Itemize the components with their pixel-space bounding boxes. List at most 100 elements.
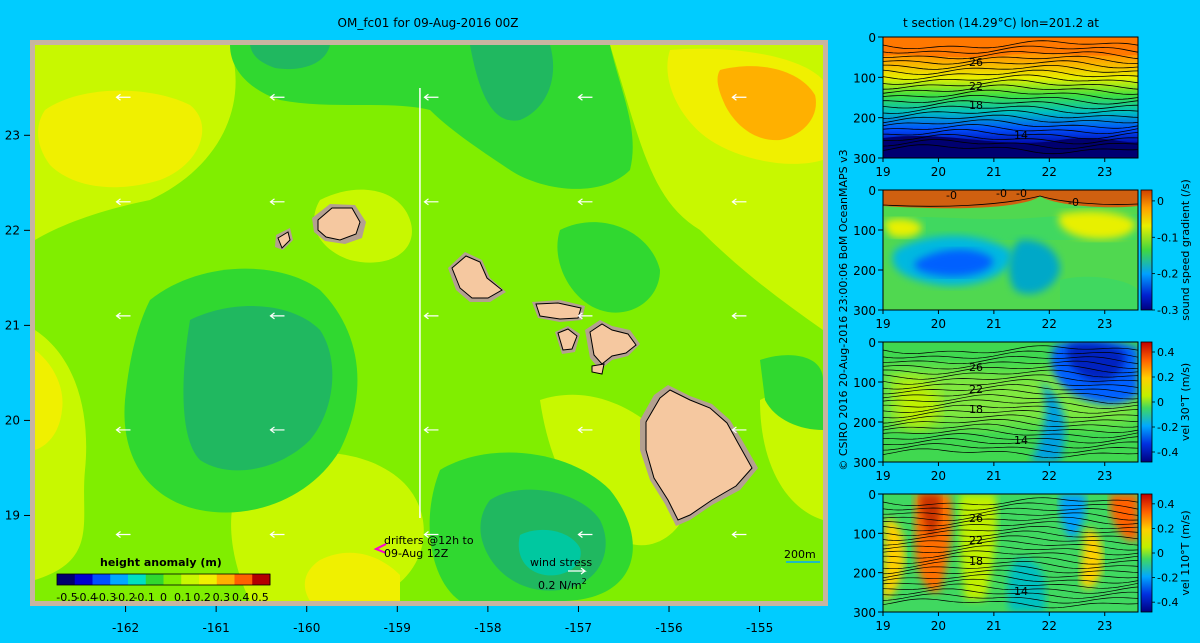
contour-line (883, 512, 1138, 522)
contour-line (883, 530, 1138, 541)
map-colorbar (56, 573, 271, 586)
wind-stress-value-sup: 2 (582, 577, 587, 586)
section-y-tick-label: 200 (853, 416, 876, 430)
section-x-tick-label: 20 (931, 317, 946, 331)
p1-label-3: 14 (1014, 129, 1028, 142)
map-colorbar-tick-label: -0.4 (76, 591, 97, 604)
contour-line (883, 79, 1138, 90)
map-colorbar-swatch (145, 574, 164, 585)
contour-line (883, 389, 1138, 400)
section-x-tick-label: 22 (1042, 469, 1057, 483)
vel30-blob (1030, 380, 1066, 462)
contour-line (883, 404, 1138, 414)
section-x-tick-label: 19 (875, 317, 890, 331)
section-x-tick-label: 22 (1042, 317, 1057, 331)
section-x-tick-label: 21 (986, 317, 1001, 331)
panel4-border (882, 493, 1139, 613)
section-y-tick-label: 200 (853, 567, 876, 581)
soundspeed-blob (914, 249, 993, 277)
contour-line (883, 119, 1138, 129)
map-colorbar-swatch (110, 574, 129, 585)
contour-line (883, 384, 1138, 395)
p4-label-0: 26 (969, 512, 983, 525)
contour-line (883, 428, 1138, 439)
contour-line (883, 55, 1138, 65)
map-y-tick-label: 20 (5, 413, 20, 427)
contour-line (883, 414, 1138, 424)
p2-label-1: -0 (996, 187, 1007, 200)
wind-arrow (423, 93, 439, 101)
section-x-tick-label: 23 (1097, 469, 1112, 483)
colorbar-tick-label: 0 (1157, 195, 1164, 208)
p4-label-3: 14 (1014, 585, 1028, 598)
colorbar-tick-label: -0.1 (1157, 231, 1178, 244)
colorbar-tick-label: 0 (1157, 396, 1164, 409)
drifters-label-line1: drifters @12h to (384, 534, 474, 547)
contour-line (883, 114, 1138, 124)
p3-label-0: 26 (969, 361, 983, 374)
colorbar-tick-label: -0.4 (1157, 596, 1178, 609)
map-colorbar-tick-label: 0.3 (213, 591, 231, 604)
contour-line (883, 110, 1138, 120)
p1-label-1: 22 (969, 80, 983, 93)
contour-line (883, 521, 1138, 532)
map-colorbar-swatch (163, 574, 182, 585)
section-x-tick-label: 20 (931, 165, 946, 179)
wind-stress-label: wind stress (530, 556, 592, 569)
vel110-section (883, 494, 1138, 612)
contour-line (883, 139, 1138, 150)
soundspeed-blob (1008, 239, 1060, 294)
map-colorbar-swatch (92, 574, 111, 585)
p3-label-1: 22 (969, 383, 983, 396)
contour-line (883, 394, 1138, 405)
vel110-colorbar-label: vel 110°T (m/s) (1179, 510, 1192, 595)
colorbar-tick-label: -0.3 (1157, 304, 1178, 317)
section-x-tick-label: 23 (1097, 165, 1112, 179)
map-colorbar-ticks: -0.5-0.4-0.3-0.2-0.1 0 0.1 0.2 0.3 0.4 0.5 (56, 591, 268, 604)
wind-arrow (269, 312, 285, 320)
map-colorbar-swatch (234, 574, 253, 585)
vel30-blob (895, 377, 940, 429)
map-colorbar-tick-label: -0.2 (114, 591, 135, 604)
wind-arrow (731, 93, 747, 101)
map-x-axis: -162 -161 -160 -159 -158 -157 -156 -155 (112, 606, 773, 635)
p3-label-3: 14 (1014, 434, 1028, 447)
section-y-tick-label: 300 (853, 456, 876, 470)
wind-arrow (115, 93, 131, 101)
deep-water (883, 136, 1138, 158)
contour-line (883, 583, 1138, 594)
section-x-tick-label: 19 (875, 469, 890, 483)
height-anomaly-field (35, 45, 823, 601)
wind-arrow (269, 93, 285, 101)
wind-arrow (731, 312, 747, 320)
contour-line (883, 105, 1138, 114)
colorbar-tick-label: -0.2 (1157, 268, 1178, 281)
map-colorbar-swatch (74, 574, 93, 585)
section-x-tick-label: 22 (1042, 165, 1057, 179)
map-colorbar-frame (56, 573, 271, 586)
contour-line (883, 399, 1138, 409)
section-y-tick-label: 0 (868, 184, 876, 198)
soundspeed-blob (883, 218, 922, 238)
contour-line (883, 410, 1138, 419)
map-colorbar-swatch (216, 574, 235, 585)
wind-arrow (731, 426, 747, 434)
section-x-tick-label: 23 (1097, 619, 1112, 633)
wind-arrow (115, 530, 131, 538)
map-x-tick-label: -160 (293, 621, 320, 635)
map-y-tick-label: 19 (5, 508, 20, 522)
contour-line (883, 360, 1138, 370)
wind-arrow (423, 426, 439, 434)
map-y-tick-label: 21 (5, 318, 20, 332)
section-x-tick-label: 19 (875, 619, 890, 633)
p1-label-2: 18 (969, 99, 983, 112)
contour-line (883, 133, 1138, 145)
contour-line (883, 356, 1138, 365)
islands (275, 204, 758, 526)
map-colorbar-tick-label: -0.3 (95, 591, 116, 604)
map-colorbar-swatch (128, 574, 147, 585)
contour-line (883, 438, 1138, 449)
wind-arrow (269, 530, 285, 538)
map-colorbar-swatch (181, 574, 200, 585)
